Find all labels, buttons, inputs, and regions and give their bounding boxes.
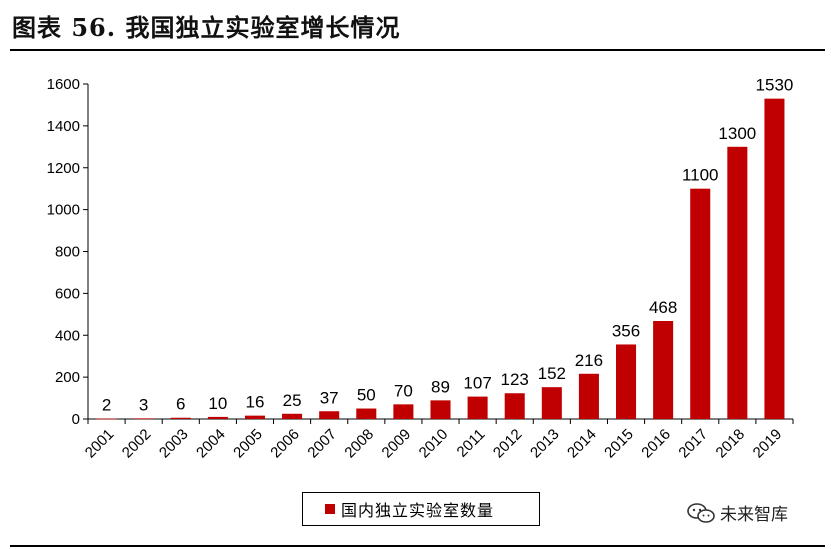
y-tick-label: 1600	[47, 76, 80, 93]
bar	[541, 387, 562, 419]
y-tick-label: 0	[72, 411, 80, 428]
chart-x-ticks: 2001 2002 2003 2004 2005 2006 2007 2008 2009 2010…	[82, 419, 794, 462]
bar	[653, 321, 674, 419]
data-label: 152	[538, 364, 566, 383]
data-label: 89	[431, 377, 450, 396]
bar	[207, 416, 228, 419]
bottom-divider	[10, 545, 825, 547]
bar	[616, 344, 637, 419]
data-label: 16	[246, 393, 265, 412]
x-tick-label: 2017	[675, 426, 711, 462]
y-tick-label: 200	[55, 369, 80, 386]
data-label: 1300	[718, 124, 756, 143]
bar	[319, 411, 340, 419]
bar	[504, 393, 525, 419]
data-label: 25	[283, 391, 302, 410]
watermark: 未来智库	[686, 500, 788, 525]
x-tick-label: 2006	[267, 426, 303, 462]
data-label: 107	[463, 374, 491, 393]
y-tick-label: 600	[55, 285, 80, 302]
x-tick-label: 2019	[750, 426, 786, 462]
bar	[244, 415, 265, 419]
legend-swatch	[325, 504, 335, 514]
y-tick-label: 400	[55, 327, 80, 344]
bar	[430, 400, 451, 419]
bar	[467, 396, 488, 419]
x-tick-label: 2012	[490, 426, 526, 462]
top-divider	[10, 49, 825, 51]
bar	[393, 404, 414, 419]
watermark-text: 未来智库	[720, 505, 788, 525]
data-label: 6	[176, 395, 185, 414]
bar	[578, 373, 599, 419]
chart-bars	[96, 98, 785, 420]
data-label: 2	[102, 396, 111, 415]
x-tick-label: 2011	[454, 426, 489, 461]
x-tick-label: 2015	[601, 426, 637, 462]
x-tick-label: 2008	[341, 426, 377, 462]
x-tick-label: 2014	[564, 426, 600, 462]
y-tick-label: 1200	[47, 160, 80, 177]
chart-y-ticks: 0 200 400 600 800 1000 1200 1400 1600	[47, 76, 88, 428]
bar	[282, 413, 303, 419]
legend-label: 国内独立实验室数量	[341, 501, 495, 520]
data-label: 1100	[682, 166, 719, 185]
x-tick-label: 2002	[119, 426, 155, 462]
x-tick-label: 2003	[156, 426, 192, 462]
data-label: 10	[208, 394, 227, 413]
x-tick-label: 2018	[713, 426, 749, 462]
chart-legend: 国内独立实验室数量	[302, 492, 540, 526]
data-label: 37	[320, 388, 339, 407]
chart-data-labels: 2 3 6 10 16 25 37 50 70 89 107 123 152 216 356 468 1100 1…	[102, 76, 794, 415]
data-label: 3	[139, 395, 148, 414]
data-label: 50	[357, 386, 376, 405]
wechat-icon	[687, 502, 715, 523]
bar	[764, 98, 785, 419]
bar	[356, 408, 377, 419]
x-tick-label: 2010	[416, 426, 452, 462]
y-tick-label: 1000	[47, 202, 80, 219]
y-tick-label: 800	[55, 244, 80, 261]
bar	[133, 418, 154, 420]
x-tick-label: 2009	[379, 426, 415, 462]
x-tick-label: 2007	[304, 426, 340, 462]
data-label: 356	[612, 321, 640, 340]
data-label: 70	[394, 381, 413, 400]
data-label: 216	[575, 351, 603, 370]
bar	[170, 417, 191, 419]
x-tick-label: 2004	[193, 426, 229, 462]
data-label: 1530	[756, 76, 794, 95]
x-tick-label: 2001	[82, 426, 118, 462]
bar	[727, 146, 748, 419]
x-tick-label: 2013	[527, 426, 563, 462]
data-label: 123	[501, 370, 529, 389]
x-tick-label: 2016	[638, 426, 674, 462]
page-title: 图表 56. 我国独立实验室增长情况	[12, 13, 401, 42]
bar	[96, 418, 117, 420]
x-tick-label: 2005	[230, 426, 266, 462]
chart-axes	[87, 84, 793, 420]
bar	[690, 188, 711, 419]
y-tick-label: 1400	[47, 118, 80, 135]
data-label: 468	[649, 298, 677, 317]
